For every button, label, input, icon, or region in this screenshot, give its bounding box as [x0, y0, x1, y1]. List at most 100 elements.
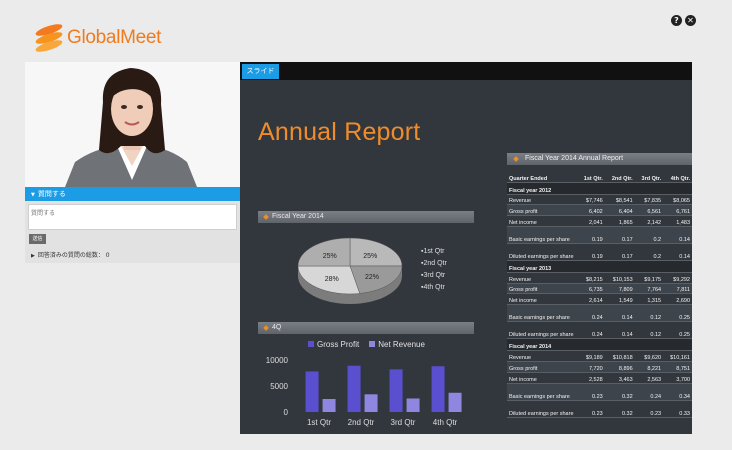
table-cell: Gross profit [507, 283, 577, 295]
table-cell: $8,215 [577, 272, 605, 284]
table-cell: 0.2 [634, 226, 664, 244]
send-button[interactable]: 送信 [29, 234, 46, 244]
globalmeet-logo-icon [34, 21, 64, 55]
tab-slides[interactable]: スライド [242, 64, 279, 79]
x-tick-label: 2nd Qtr [348, 418, 375, 427]
table-cell: 0.24 [634, 383, 664, 401]
bar-gross-profit [305, 371, 319, 412]
x-tick-label: 1st Qtr [307, 418, 331, 427]
pie-slice [349, 265, 403, 294]
table-cell: $9,189 [577, 350, 605, 363]
table-cell: Basic earnings per share [507, 304, 577, 323]
table-cell: 6,402 [577, 204, 605, 217]
table-cell: Revenue [507, 194, 577, 206]
table-cell: 0.19 [577, 243, 605, 261]
pie-legend-item: ▪1st Qtr [421, 248, 445, 255]
slide-view: Annual Report Fiscal Year 2014 25% 22% 28%… [240, 80, 692, 434]
table-cell: 8,221 [634, 361, 664, 373]
triangle-down-icon: ▼ [31, 192, 35, 198]
question-header[interactable]: ▼ 質問する [25, 187, 240, 201]
table-cell: Gross profit [507, 361, 577, 373]
table-row: Basic earnings per share 0.23 0.32 0.24 0.34 [507, 383, 692, 401]
table-row: Diluted earnings per share 0.24 0.14 0.12 0.… [507, 321, 692, 340]
top-icons: ? ✕ [671, 15, 696, 26]
slide-tab-bar: スライド [240, 62, 692, 80]
table-cell: $8,541 [604, 194, 635, 206]
table-header-cell: 1st Qtr. [577, 165, 605, 183]
table-cell: 0.12 [634, 321, 664, 340]
table-cell: Basic earnings per share [507, 383, 577, 401]
slide-title: Annual Report [258, 118, 421, 146]
table-cell: 0.17 [604, 243, 635, 261]
table-cell: 3,463 [604, 372, 635, 384]
table-cell: Net income [507, 372, 577, 384]
question-input[interactable] [28, 204, 237, 230]
table-header-cell: Quarter Ended [507, 165, 577, 183]
table-year-row: Fiscal year 2013 [507, 260, 692, 273]
bar-net-revenue [448, 392, 462, 412]
table-cell: 7,809 [604, 283, 635, 295]
table-cell: 0.32 [604, 383, 635, 401]
bar-chart: 0 5000 10000 1st Qtr 2nd Qtr 3rd Qtr 4th Qtr [266, 356, 462, 427]
bar-gross-profit [347, 365, 361, 412]
pie-slice-label: 25% [363, 253, 377, 260]
table-cell: 0.14 [663, 226, 692, 244]
bar-legend: Gross Profit Net Revenue [308, 340, 425, 349]
table-cell: $9,292 [663, 272, 692, 284]
table-cell: Net income [507, 293, 577, 306]
y-tick-label: 10000 [266, 356, 289, 365]
bar-gross-profit [431, 366, 445, 412]
table-row: Net income 2,041 1,865 2,142 1,483 [507, 215, 692, 227]
table-row: Net income 2,614 1,549 1,315 2,690 [507, 293, 692, 306]
table-row: Gross profit 7,720 8,896 8,221 8,751 [507, 361, 692, 373]
table-cell: $7,835 [634, 194, 664, 206]
table-cell: 7,811 [663, 283, 692, 295]
bar-net-revenue [322, 399, 336, 412]
answered-questions-toggle[interactable]: ▶ 回答済みの質問の総数： 0 [31, 250, 110, 259]
table-header-cell: 2nd Qtr. [604, 165, 635, 183]
table-year-label: Fiscal year 2013 [507, 260, 692, 273]
x-tick-label: 3rd Qtr [391, 418, 416, 427]
pie-slice-label: 22% [365, 274, 379, 281]
legend-swatch [369, 341, 376, 347]
table-cell: 1,865 [604, 215, 635, 227]
pie-slice-label: 28% [325, 276, 339, 283]
presenter-video [25, 62, 240, 187]
bar-net-revenue [406, 398, 420, 412]
table-cell: 6,561 [634, 204, 664, 217]
table-row: Revenue $8,215 $10,153 $9,175 $9,292 [507, 272, 692, 284]
pie-slice [297, 265, 361, 295]
pie-slice-label: 25% [323, 253, 337, 260]
help-icon[interactable]: ? [671, 15, 682, 26]
table-cell: Diluted earnings per share [507, 321, 577, 340]
table-cell: Revenue [507, 350, 577, 363]
table-row: Gross profit 6,402 6,404 6,561 6,761 [507, 204, 692, 217]
table-cell: 7,764 [634, 283, 664, 295]
table-header-row: Quarter Ended 1st Qtr. 2nd Qtr. 3rd Qtr. 4th… [507, 165, 692, 183]
table-cell: Revenue [507, 272, 577, 284]
table-cell: 8,896 [604, 361, 635, 373]
table-cell: 2,041 [577, 215, 605, 227]
pie-section-title: Fiscal Year 2014 [258, 211, 474, 223]
table-cell: Diluted earnings per share [507, 243, 577, 261]
table-row: Diluted earnings per share 0.19 0.17 0.2 0.1… [507, 243, 692, 261]
table-cell: 0.17 [604, 226, 635, 244]
table-row: Diluted earnings per share 0.23 0.32 0.23 0.… [507, 400, 692, 418]
table-row: Revenue $9,189 $10,818 $9,620 $10,161 [507, 350, 692, 363]
table-cell: 0.23 [577, 400, 605, 418]
table-cell: $7,746 [577, 194, 605, 206]
table-cell: Net income [507, 215, 577, 227]
pie-legend-item: ▪3rd Qtr [421, 272, 446, 279]
table-row: Basic earnings per share 0.24 0.14 0.12 0.25 [507, 304, 692, 323]
table-cell: $8,065 [663, 194, 692, 206]
table-cell: 2,142 [634, 215, 664, 227]
bar-legend-item: Gross Profit [308, 340, 359, 349]
table-cell: 6,761 [663, 204, 692, 217]
pie-slice [297, 237, 351, 267]
table-cell: 0.19 [577, 226, 605, 244]
table-cell: Diluted earnings per share [507, 400, 577, 418]
financial-table: Quarter Ended 1st Qtr. 2nd Qtr. 3rd Qtr. 4th… [507, 165, 692, 418]
legend-swatch [308, 341, 314, 347]
close-icon[interactable]: ✕ [685, 15, 696, 26]
table-cell: $10,161 [663, 350, 692, 363]
